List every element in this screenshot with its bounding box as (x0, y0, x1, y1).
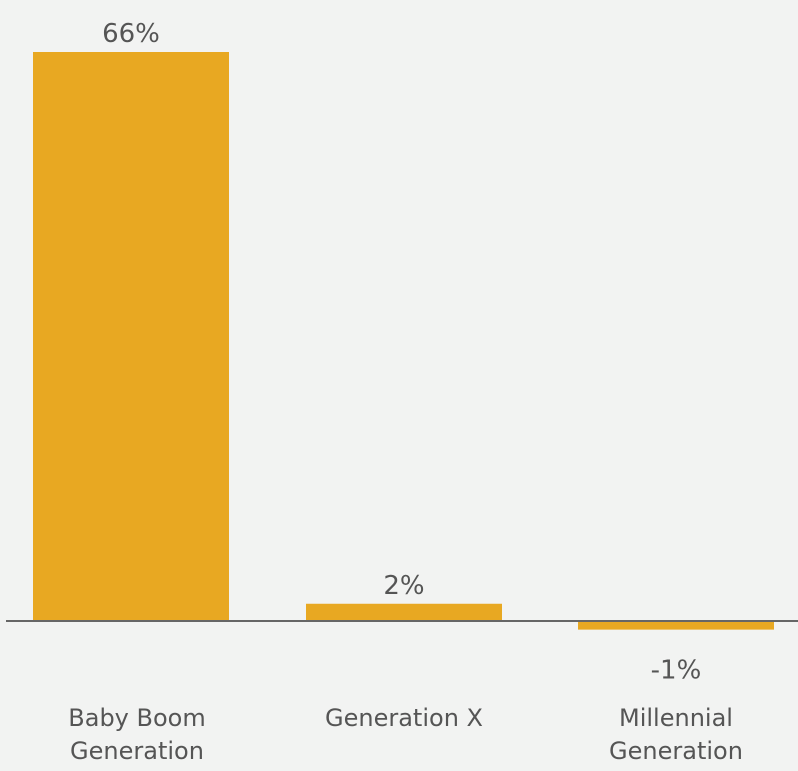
category-label-0-line-1: Generation (70, 737, 204, 765)
value-labels-group: 66% 2% -1% (102, 19, 701, 686)
category-label-1: Generation X (325, 704, 483, 732)
value-label-0: 66% (102, 19, 160, 49)
bars-group (33, 52, 774, 630)
category-label-2-line-0: Millennial (619, 704, 733, 732)
value-label-2: -1% (651, 656, 702, 686)
bar-0 (33, 52, 229, 621)
bar-2 (578, 621, 774, 630)
category-label-2: Millennial Generation (609, 704, 743, 765)
category-labels-group: Baby Boom Generation Generation X Millennia… (68, 704, 743, 765)
bar-1 (306, 603, 502, 621)
value-label-1: 2% (383, 571, 424, 601)
category-label-0: Baby Boom Generation (68, 704, 205, 765)
category-label-1-line-0: Generation X (325, 704, 483, 732)
category-label-2-line-1: Generation (609, 737, 743, 765)
category-label-0-line-0: Baby Boom (68, 704, 205, 732)
